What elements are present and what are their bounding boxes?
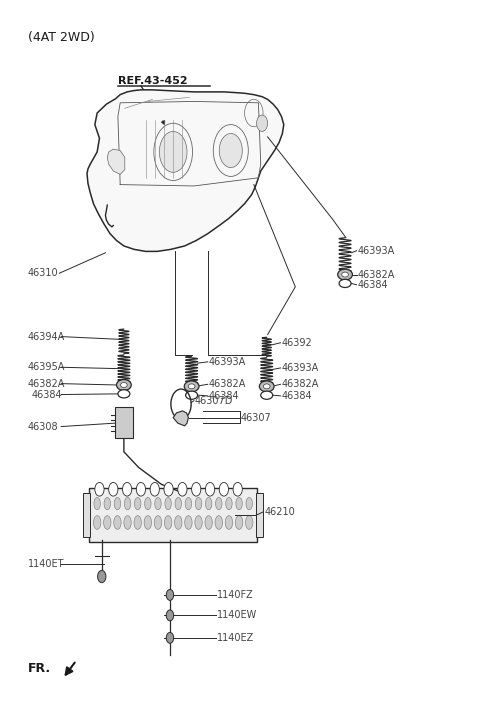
Ellipse shape: [114, 498, 120, 510]
Circle shape: [192, 483, 201, 496]
Ellipse shape: [117, 380, 131, 391]
Ellipse shape: [188, 384, 195, 389]
Ellipse shape: [246, 515, 253, 530]
Polygon shape: [108, 149, 125, 175]
Ellipse shape: [195, 498, 202, 510]
Text: 46382A: 46382A: [28, 378, 65, 388]
Text: 46384: 46384: [32, 390, 62, 400]
Circle shape: [219, 483, 228, 496]
Text: 46382A: 46382A: [358, 270, 395, 280]
Text: 1140EW: 1140EW: [217, 611, 257, 621]
Ellipse shape: [165, 515, 172, 530]
Text: 46382A: 46382A: [281, 379, 319, 389]
Text: 46393A: 46393A: [281, 363, 319, 373]
Text: 46392: 46392: [281, 338, 312, 348]
Ellipse shape: [175, 498, 181, 510]
Ellipse shape: [215, 515, 223, 530]
Ellipse shape: [185, 515, 192, 530]
Circle shape: [233, 483, 242, 496]
Ellipse shape: [186, 391, 198, 399]
Ellipse shape: [144, 498, 151, 510]
Ellipse shape: [118, 390, 130, 398]
Bar: [115, 408, 133, 438]
Text: 46384: 46384: [358, 280, 388, 290]
Ellipse shape: [338, 269, 352, 280]
Ellipse shape: [246, 498, 252, 510]
Ellipse shape: [94, 515, 101, 530]
Ellipse shape: [175, 515, 182, 530]
Ellipse shape: [226, 498, 232, 510]
Ellipse shape: [205, 498, 212, 510]
Text: REF.43-452: REF.43-452: [118, 76, 188, 86]
Text: 46384: 46384: [209, 391, 240, 401]
Ellipse shape: [114, 515, 121, 530]
Text: 1140ET: 1140ET: [28, 559, 64, 569]
Ellipse shape: [134, 498, 141, 510]
Circle shape: [122, 483, 132, 496]
Ellipse shape: [342, 272, 348, 277]
Circle shape: [95, 483, 104, 496]
Polygon shape: [173, 411, 188, 426]
Ellipse shape: [264, 384, 270, 389]
Ellipse shape: [155, 498, 161, 510]
Text: 46210: 46210: [264, 507, 295, 517]
Text: 46310: 46310: [28, 268, 59, 278]
Circle shape: [136, 483, 145, 496]
Circle shape: [164, 483, 173, 496]
Text: 46395A: 46395A: [28, 362, 65, 372]
Ellipse shape: [235, 515, 243, 530]
Ellipse shape: [216, 498, 222, 510]
Bar: [84, 493, 90, 537]
Circle shape: [108, 483, 118, 496]
Ellipse shape: [165, 498, 171, 510]
Circle shape: [97, 570, 106, 583]
Text: 46307: 46307: [241, 413, 272, 422]
Bar: [256, 493, 263, 537]
Circle shape: [166, 610, 174, 621]
Ellipse shape: [124, 498, 131, 510]
Circle shape: [178, 483, 187, 496]
Ellipse shape: [94, 498, 100, 510]
Ellipse shape: [261, 391, 273, 399]
Ellipse shape: [154, 515, 162, 530]
Text: 46384: 46384: [281, 391, 312, 401]
Ellipse shape: [120, 383, 127, 388]
FancyBboxPatch shape: [89, 488, 257, 542]
Circle shape: [257, 115, 268, 131]
Text: 46394A: 46394A: [28, 332, 65, 342]
Text: 46393A: 46393A: [358, 246, 395, 256]
Text: 46308: 46308: [28, 422, 59, 432]
Ellipse shape: [185, 498, 192, 510]
Ellipse shape: [225, 515, 233, 530]
Ellipse shape: [184, 381, 199, 392]
Text: 1140FZ: 1140FZ: [217, 590, 254, 600]
Circle shape: [159, 131, 187, 173]
Ellipse shape: [339, 279, 351, 288]
Ellipse shape: [205, 515, 212, 530]
Circle shape: [166, 633, 174, 643]
Ellipse shape: [104, 515, 111, 530]
Text: 46307D: 46307D: [195, 395, 233, 405]
Circle shape: [166, 589, 174, 601]
Text: 46393A: 46393A: [209, 357, 246, 367]
Ellipse shape: [144, 515, 152, 530]
Ellipse shape: [236, 498, 242, 510]
Circle shape: [219, 133, 242, 168]
Ellipse shape: [104, 498, 110, 510]
Ellipse shape: [259, 381, 274, 392]
Circle shape: [150, 483, 159, 496]
Text: 1140EZ: 1140EZ: [217, 633, 254, 643]
Text: (4AT 2WD): (4AT 2WD): [28, 31, 95, 44]
Circle shape: [205, 483, 215, 496]
Ellipse shape: [134, 515, 142, 530]
Ellipse shape: [195, 515, 202, 530]
Text: FR.: FR.: [28, 662, 51, 675]
Polygon shape: [87, 90, 284, 251]
Ellipse shape: [124, 515, 131, 530]
Text: 46382A: 46382A: [209, 379, 246, 389]
